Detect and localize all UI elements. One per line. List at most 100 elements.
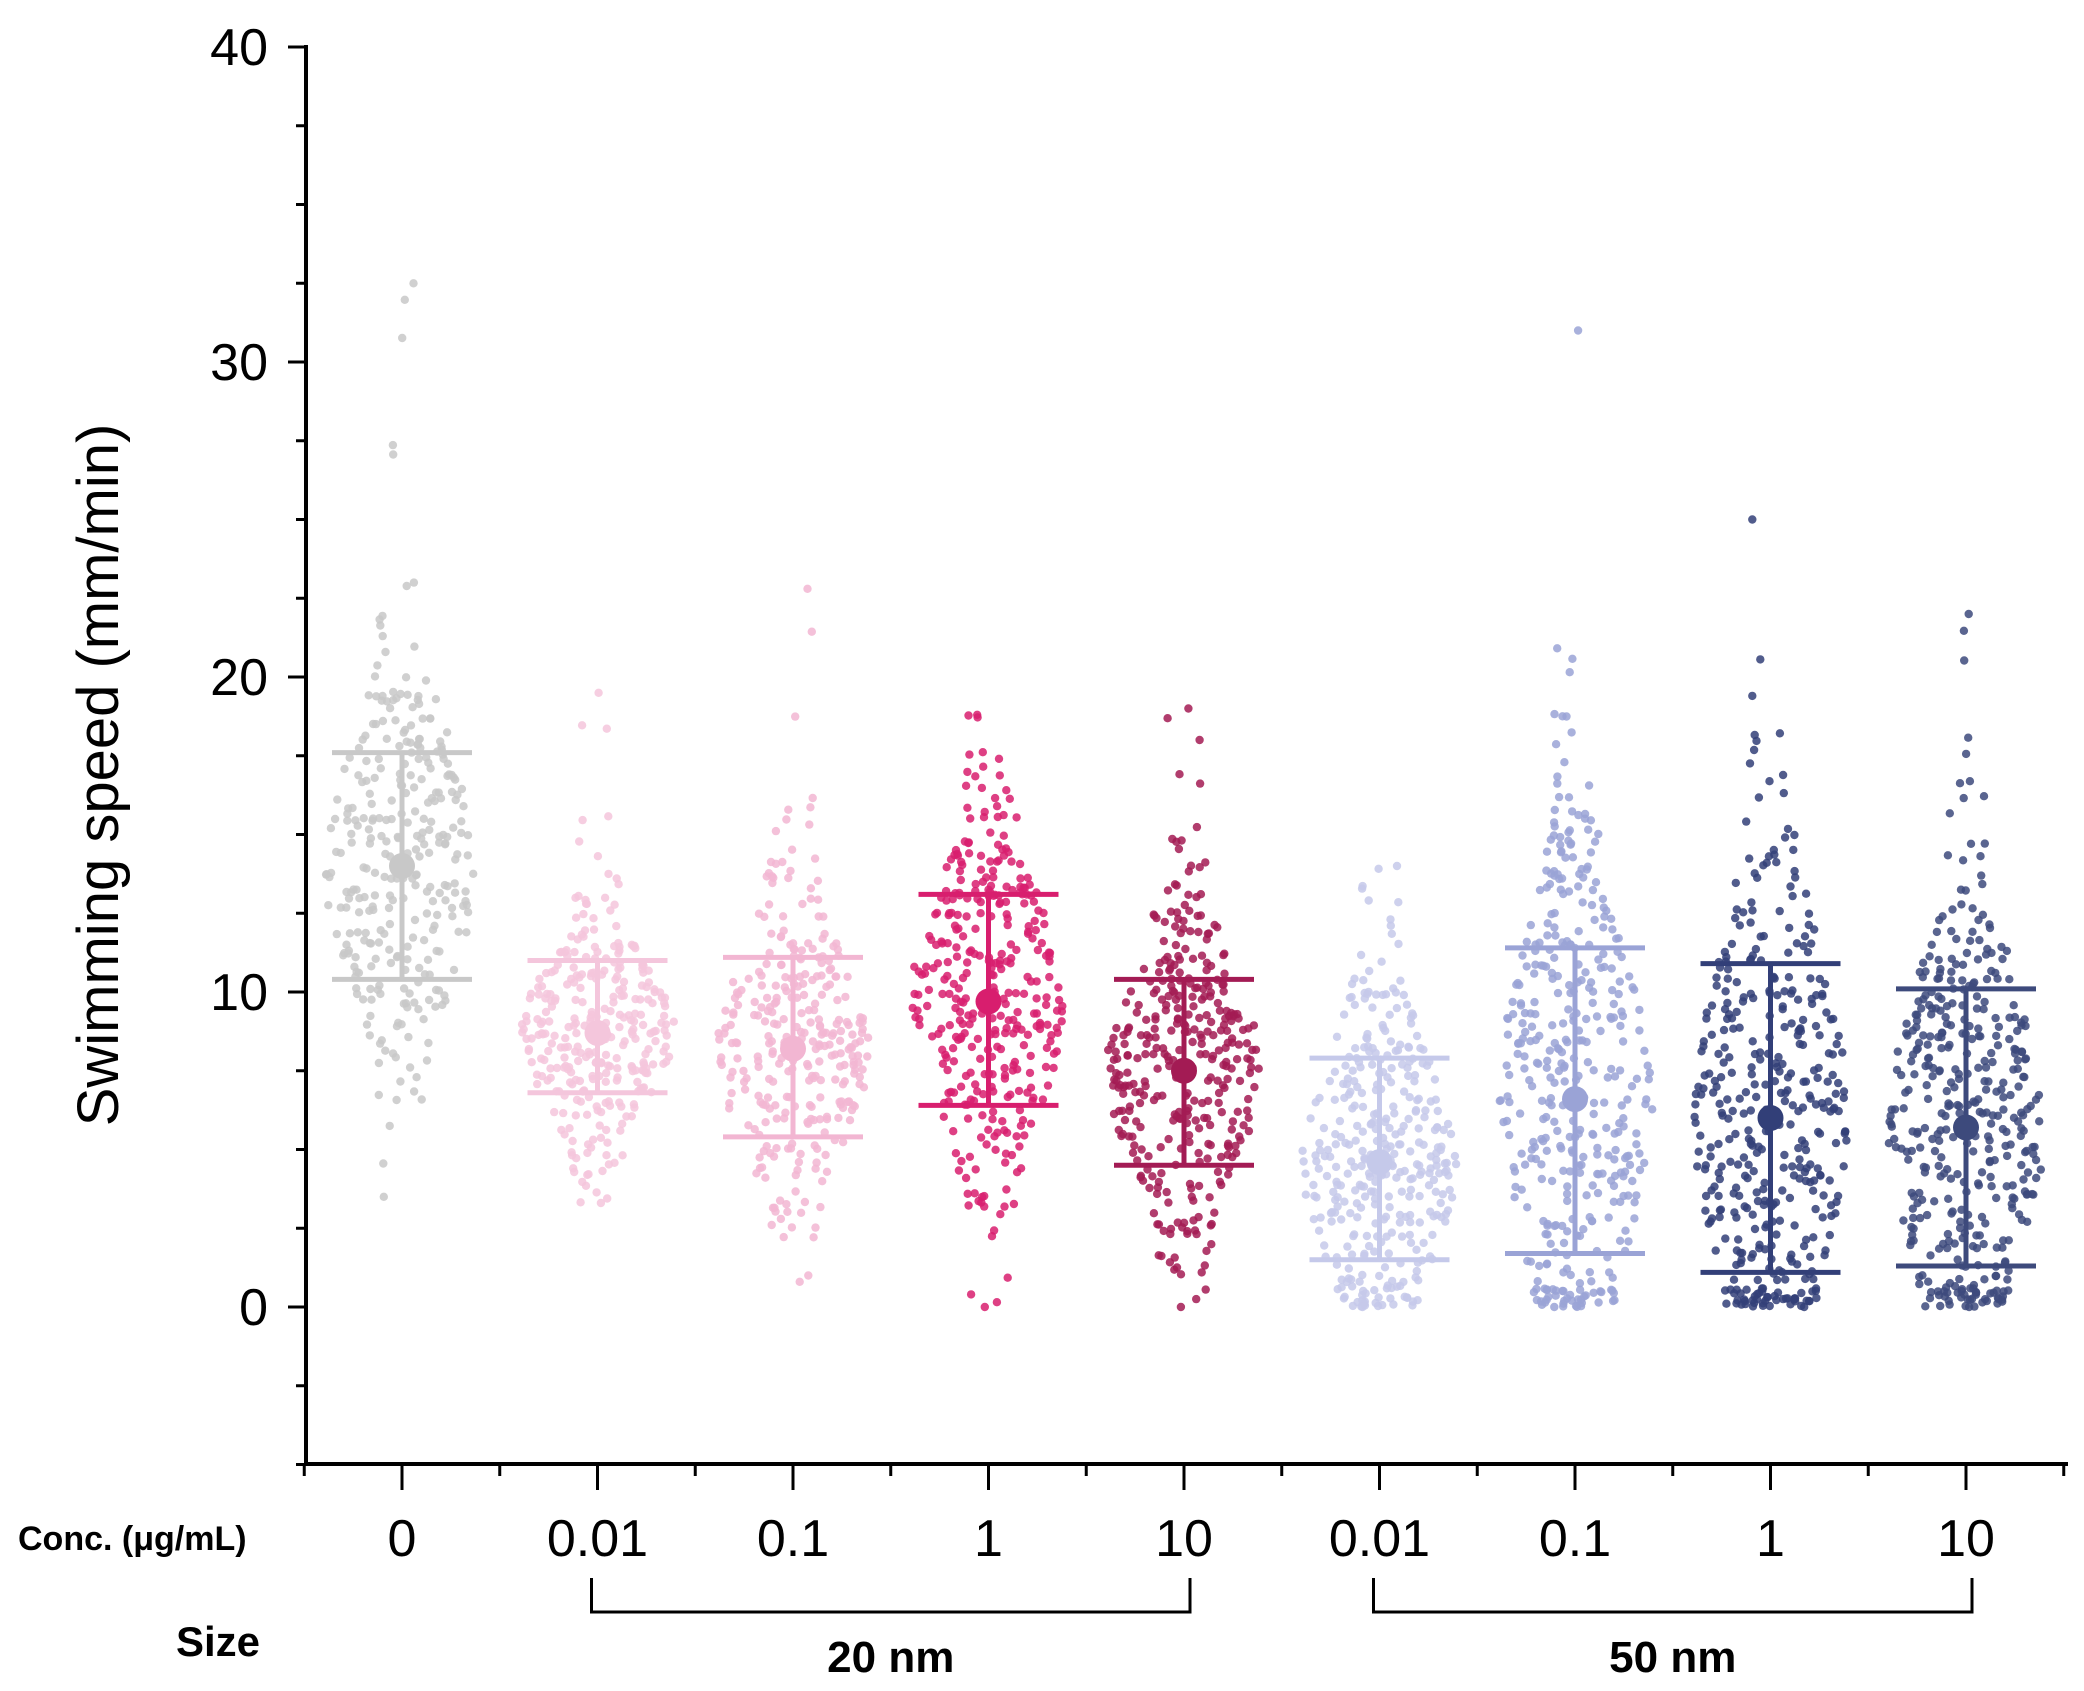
data-point — [1000, 1202, 1009, 1211]
data-point — [1747, 1070, 1757, 1079]
data-point — [939, 1112, 948, 1122]
data-point — [2002, 1151, 2012, 1161]
data-point — [1589, 1109, 1598, 1119]
data-point — [1301, 1169, 1310, 1178]
data-point — [1314, 1164, 1324, 1173]
data-point — [1194, 1148, 1203, 1158]
data-point — [609, 998, 618, 1007]
data-point — [1589, 1098, 1599, 1108]
data-point — [648, 1060, 658, 1069]
data-point — [1523, 1203, 1532, 1212]
data-point — [435, 947, 444, 956]
data-point — [1822, 1008, 1831, 1017]
data-point — [1197, 1268, 1206, 1277]
data-point — [374, 754, 383, 764]
data-point — [1344, 1264, 1354, 1273]
data-point — [838, 1138, 848, 1147]
data-point — [541, 1007, 551, 1017]
data-point — [1145, 1033, 1154, 1042]
data-point — [1526, 920, 1536, 930]
data-point — [1233, 1107, 1243, 1117]
data-point — [1003, 1092, 1012, 1102]
data-point — [534, 990, 543, 999]
data-point — [1625, 972, 1634, 981]
data-point — [449, 823, 458, 832]
data-point — [988, 1115, 997, 1124]
data-point — [431, 985, 441, 995]
data-point — [991, 1145, 1000, 1155]
data-point — [1621, 1154, 1630, 1163]
data-point — [1019, 989, 1029, 998]
data-point — [662, 1057, 671, 1067]
data-point — [1346, 1157, 1356, 1166]
data-point — [763, 1093, 773, 1102]
data-point — [402, 581, 411, 591]
data-point — [1772, 1230, 1781, 1239]
data-point — [1948, 999, 1957, 1008]
data-point — [820, 1041, 829, 1051]
data-point — [1980, 1275, 1989, 1284]
data-point — [361, 928, 370, 938]
data-point — [1356, 950, 1366, 960]
data-point — [1993, 1111, 2003, 1121]
data-point — [615, 1022, 624, 1032]
data-point — [982, 1140, 991, 1149]
data-point — [650, 985, 659, 994]
data-point — [1781, 1294, 1791, 1303]
data-point — [1781, 1275, 1790, 1284]
data-point — [1405, 1192, 1414, 1201]
data-point — [576, 1198, 585, 1207]
data-point — [1347, 979, 1357, 989]
data-point — [1364, 896, 1373, 905]
data-point — [1185, 906, 1194, 915]
data-point — [1197, 951, 1207, 960]
data-point — [1545, 879, 1555, 889]
data-point — [2004, 1286, 2013, 1295]
data-point — [370, 868, 380, 877]
data-point — [1619, 1122, 1628, 1131]
data-point — [1244, 1113, 1253, 1123]
data-point — [595, 1121, 604, 1130]
data-point — [1607, 914, 1616, 923]
data-point — [783, 1207, 792, 1217]
data-point — [385, 919, 395, 929]
data-point — [1188, 992, 1197, 1001]
data-point — [1795, 1163, 1805, 1172]
data-point — [577, 721, 587, 730]
data-point — [1839, 1162, 1848, 1171]
data-point — [2013, 1064, 2023, 1074]
data-point — [1159, 1226, 1168, 1236]
data-point — [1992, 1031, 2001, 1041]
data-point — [1600, 1098, 1609, 1107]
data-point — [1224, 1170, 1233, 1179]
data-point — [1251, 1045, 1261, 1055]
data-point — [1030, 916, 1039, 926]
data-point — [1366, 1187, 1376, 1196]
data-point — [1928, 1072, 1937, 1081]
data-point — [1109, 1033, 1118, 1043]
data-point — [1118, 1129, 1128, 1139]
data-point — [2009, 1113, 2019, 1123]
data-point — [1775, 1216, 1785, 1225]
data-point — [1575, 1279, 1585, 1288]
data-point — [1593, 1150, 1602, 1159]
data-point — [1323, 1145, 1333, 1155]
data-point — [1414, 1276, 1423, 1285]
data-point — [359, 863, 368, 872]
data-point — [1754, 793, 1764, 802]
data-point — [779, 1015, 788, 1024]
data-point — [997, 949, 1006, 959]
data-point — [994, 754, 1004, 763]
data-point — [403, 690, 412, 699]
data-point — [937, 1024, 946, 1034]
data-point — [419, 814, 428, 823]
data-point — [1931, 1004, 1941, 1013]
data-point — [1808, 1186, 1818, 1195]
data-point — [836, 1026, 846, 1036]
data-point — [1412, 1160, 1422, 1169]
data-point — [948, 1044, 958, 1053]
data-point — [1391, 1046, 1401, 1056]
data-point — [847, 1043, 856, 1053]
data-point — [782, 815, 791, 824]
data-point — [412, 1073, 421, 1082]
